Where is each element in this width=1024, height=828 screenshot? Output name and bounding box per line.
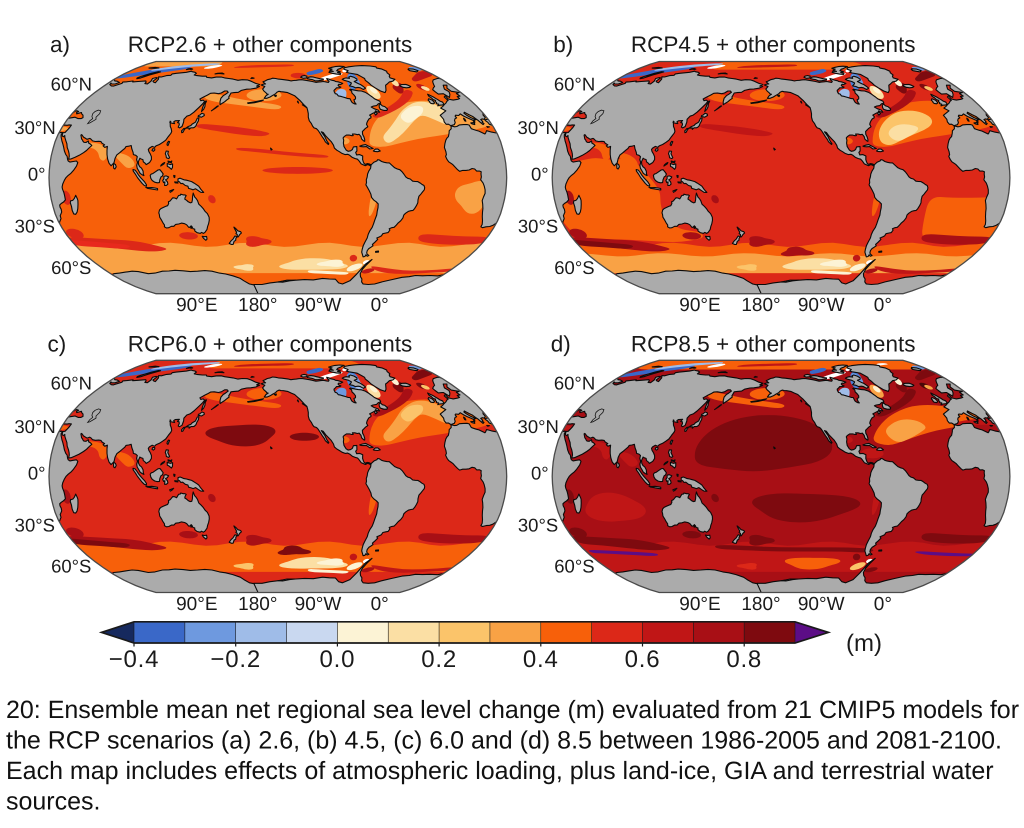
- svg-text:Each map includes effects of a: Each map includes effects of atmospheric…: [6, 757, 994, 785]
- svg-text:a): a): [50, 32, 70, 57]
- svg-text:180°: 180°: [741, 295, 780, 316]
- svg-text:(m): (m): [846, 630, 882, 657]
- svg-text:60°S: 60°S: [51, 257, 91, 278]
- svg-text:0.8: 0.8: [726, 646, 762, 673]
- svg-text:60°N: 60°N: [554, 74, 595, 95]
- svg-text:20: Ensemble mean net regional: 20: Ensemble mean net regional sea level…: [6, 696, 1019, 724]
- svg-text:0.4: 0.4: [523, 646, 559, 673]
- svg-text:RCP2.6 + other components: RCP2.6 + other components: [128, 32, 413, 57]
- svg-text:30°N: 30°N: [518, 416, 559, 437]
- svg-text:0°: 0°: [531, 164, 549, 185]
- svg-text:60°N: 60°N: [554, 372, 595, 393]
- svg-text:30°S: 30°S: [15, 514, 55, 535]
- svg-text:0°: 0°: [371, 594, 389, 615]
- svg-text:180°: 180°: [238, 295, 277, 316]
- svg-text:the RCP scenarios (a) 2.6, (b): the RCP scenarios (a) 2.6, (b) 4.5, (c) …: [6, 727, 1002, 755]
- svg-text:30°S: 30°S: [518, 216, 558, 237]
- svg-text:30°N: 30°N: [518, 117, 559, 138]
- svg-text:0.2: 0.2: [421, 646, 457, 673]
- svg-text:30°S: 30°S: [518, 514, 558, 535]
- svg-text:180°: 180°: [741, 594, 780, 615]
- svg-text:90°E: 90°E: [176, 295, 217, 316]
- svg-text:60°N: 60°N: [51, 74, 92, 95]
- svg-text:−0.2: −0.2: [210, 646, 261, 673]
- svg-text:60°N: 60°N: [51, 372, 92, 393]
- svg-text:90°E: 90°E: [679, 594, 720, 615]
- svg-text:0°: 0°: [874, 295, 892, 316]
- svg-text:RCP6.0 + other components: RCP6.0 + other components: [128, 332, 413, 357]
- svg-text:RCP8.5 + other components: RCP8.5 + other components: [631, 332, 916, 357]
- svg-text:90°W: 90°W: [798, 594, 845, 615]
- svg-text:c): c): [48, 332, 67, 357]
- svg-text:60°S: 60°S: [554, 257, 594, 278]
- svg-text:RCP4.5 + other components: RCP4.5 + other components: [631, 32, 916, 57]
- svg-text:0°: 0°: [28, 462, 46, 483]
- svg-text:0.0: 0.0: [320, 646, 356, 673]
- svg-text:30°N: 30°N: [14, 416, 55, 437]
- svg-text:d): d): [551, 332, 571, 357]
- svg-text:−0.4: −0.4: [109, 646, 160, 673]
- svg-text:0°: 0°: [531, 462, 549, 483]
- svg-text:30°N: 30°N: [14, 117, 55, 138]
- svg-text:30°S: 30°S: [15, 216, 55, 237]
- svg-text:0.6: 0.6: [625, 646, 661, 673]
- svg-text:90°E: 90°E: [176, 594, 217, 615]
- svg-text:90°E: 90°E: [679, 295, 720, 316]
- svg-text:b): b): [553, 32, 573, 57]
- svg-text:60°S: 60°S: [51, 556, 91, 577]
- svg-text:90°W: 90°W: [798, 295, 845, 316]
- svg-text:60°S: 60°S: [554, 556, 594, 577]
- svg-text:0°: 0°: [874, 594, 892, 615]
- svg-text:180°: 180°: [238, 594, 277, 615]
- svg-text:sources.: sources.: [6, 788, 100, 816]
- svg-text:0°: 0°: [28, 164, 46, 185]
- svg-text:90°W: 90°W: [295, 594, 342, 615]
- svg-text:90°W: 90°W: [295, 295, 342, 316]
- svg-text:0°: 0°: [371, 295, 389, 316]
